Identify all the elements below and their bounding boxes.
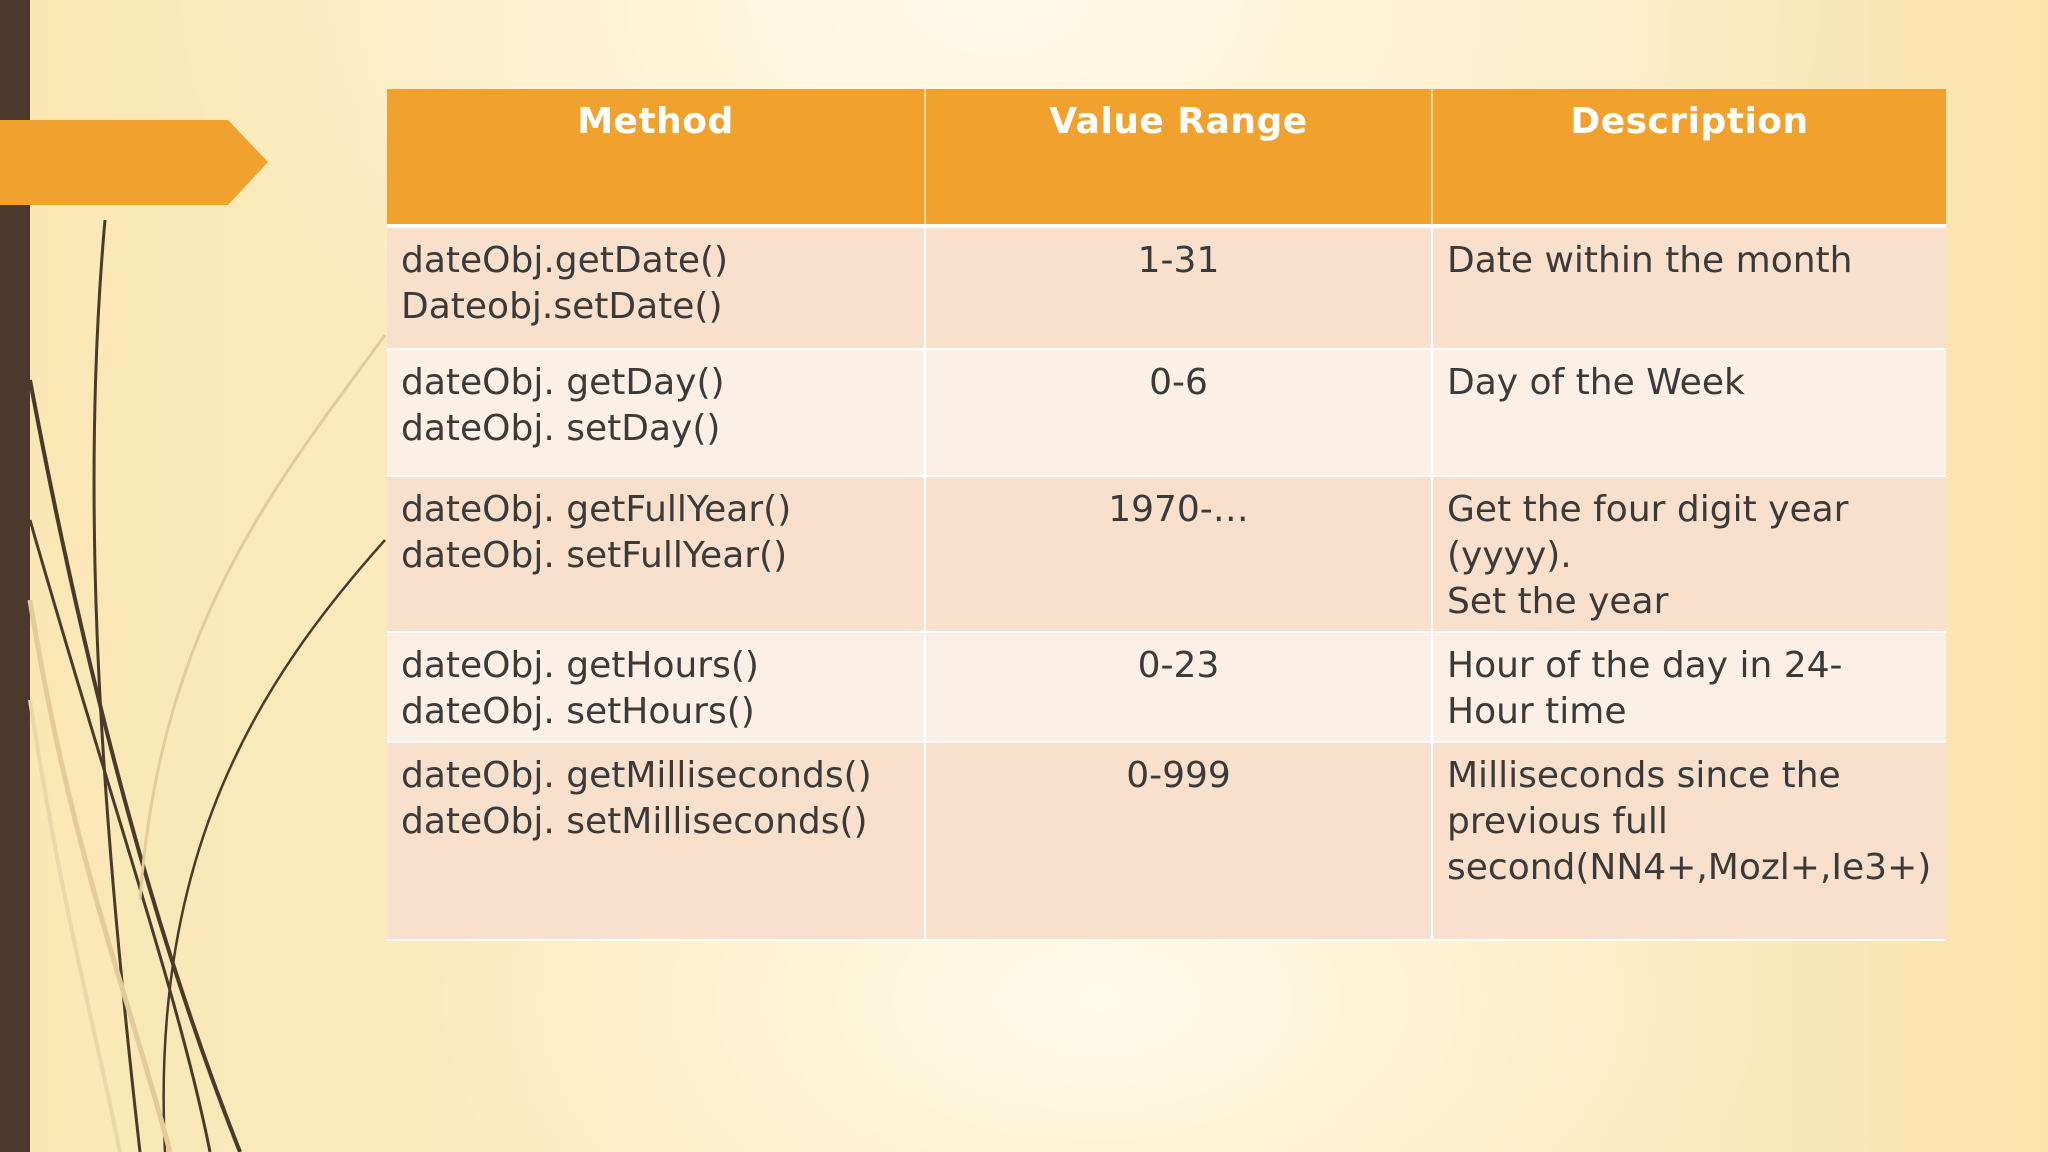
method-getter: dateObj. getHours() — [401, 645, 759, 686]
description-cell: Get the four digit year (yyyy). Set the … — [1432, 476, 1946, 633]
value-range-cell: 0-23 — [925, 632, 1433, 743]
description-line: Get the four digit year — [1447, 489, 1849, 530]
method-getter: dateObj. getMilliseconds() — [401, 755, 872, 796]
description-line: Date within the month — [1447, 240, 1853, 281]
method-getter: dateObj.getDate() — [401, 240, 729, 281]
description-cell: Day of the Week — [1432, 349, 1946, 477]
method-getter: dateObj. getDay() — [401, 362, 725, 403]
description-line: Hour time — [1447, 691, 1627, 732]
method-cell: dateObj. getFullYear() dateObj. setFullY… — [387, 476, 926, 633]
table-row: dateObj. getFullYear() dateObj. setFullY… — [387, 476, 1946, 633]
description-line: (yyyy). — [1447, 535, 1572, 576]
description-line: Day of the Week — [1447, 362, 1745, 403]
arrow-banner-icon — [0, 120, 268, 205]
method-cell: dateObj. getDay() dateObj. setDay() — [387, 349, 926, 477]
methods-table: Method Value Range Description dateObj.g… — [387, 89, 1946, 941]
method-getter: dateObj. getFullYear() — [401, 489, 792, 530]
description-line: Hour of the day in 24- — [1447, 645, 1843, 686]
description-line: Milliseconds since the — [1447, 755, 1841, 796]
header-description: Description — [1432, 89, 1946, 228]
method-setter: Dateobj.setDate() — [401, 286, 723, 327]
method-cell: dateObj. getHours() dateObj. setHours() — [387, 632, 926, 743]
description-line: second(NN4+,Mozl+,Ie3+) — [1447, 847, 1932, 888]
description-cell: Hour of the day in 24- Hour time — [1432, 632, 1946, 743]
description-line: Set the year — [1447, 581, 1669, 622]
value-range-cell: 1-31 — [925, 226, 1433, 350]
table-row: dateObj. getMilliseconds() dateObj. setM… — [387, 742, 1946, 941]
table-row: dateObj. getHours() dateObj. setHours() … — [387, 632, 1946, 743]
method-setter: dateObj. setFullYear() — [401, 535, 788, 576]
header-value-range: Value Range — [925, 89, 1433, 228]
decorative-curves — [27, 219, 387, 1152]
description-cell: Milliseconds since the previous full sec… — [1432, 742, 1946, 941]
value-range-cell: 1970-… — [925, 476, 1433, 633]
value-range-cell: 0-6 — [925, 349, 1433, 477]
method-setter: dateObj. setDay() — [401, 408, 721, 449]
description-line: previous full — [1447, 801, 1668, 842]
table-row: dateObj.getDate() Dateobj.setDate() 1-31… — [387, 226, 1946, 350]
header-method: Method — [387, 89, 926, 228]
table-row: dateObj. getDay() dateObj. setDay() 0-6 … — [387, 349, 1946, 477]
table-header-row: Method Value Range Description — [387, 89, 1946, 228]
description-cell: Date within the month — [1432, 226, 1946, 350]
method-cell: dateObj. getMilliseconds() dateObj. setM… — [387, 742, 926, 941]
method-cell: dateObj.getDate() Dateobj.setDate() — [387, 226, 926, 350]
value-range-cell: 0-999 — [925, 742, 1433, 941]
method-setter: dateObj. setHours() — [401, 691, 755, 732]
method-setter: dateObj. setMilliseconds() — [401, 801, 868, 842]
